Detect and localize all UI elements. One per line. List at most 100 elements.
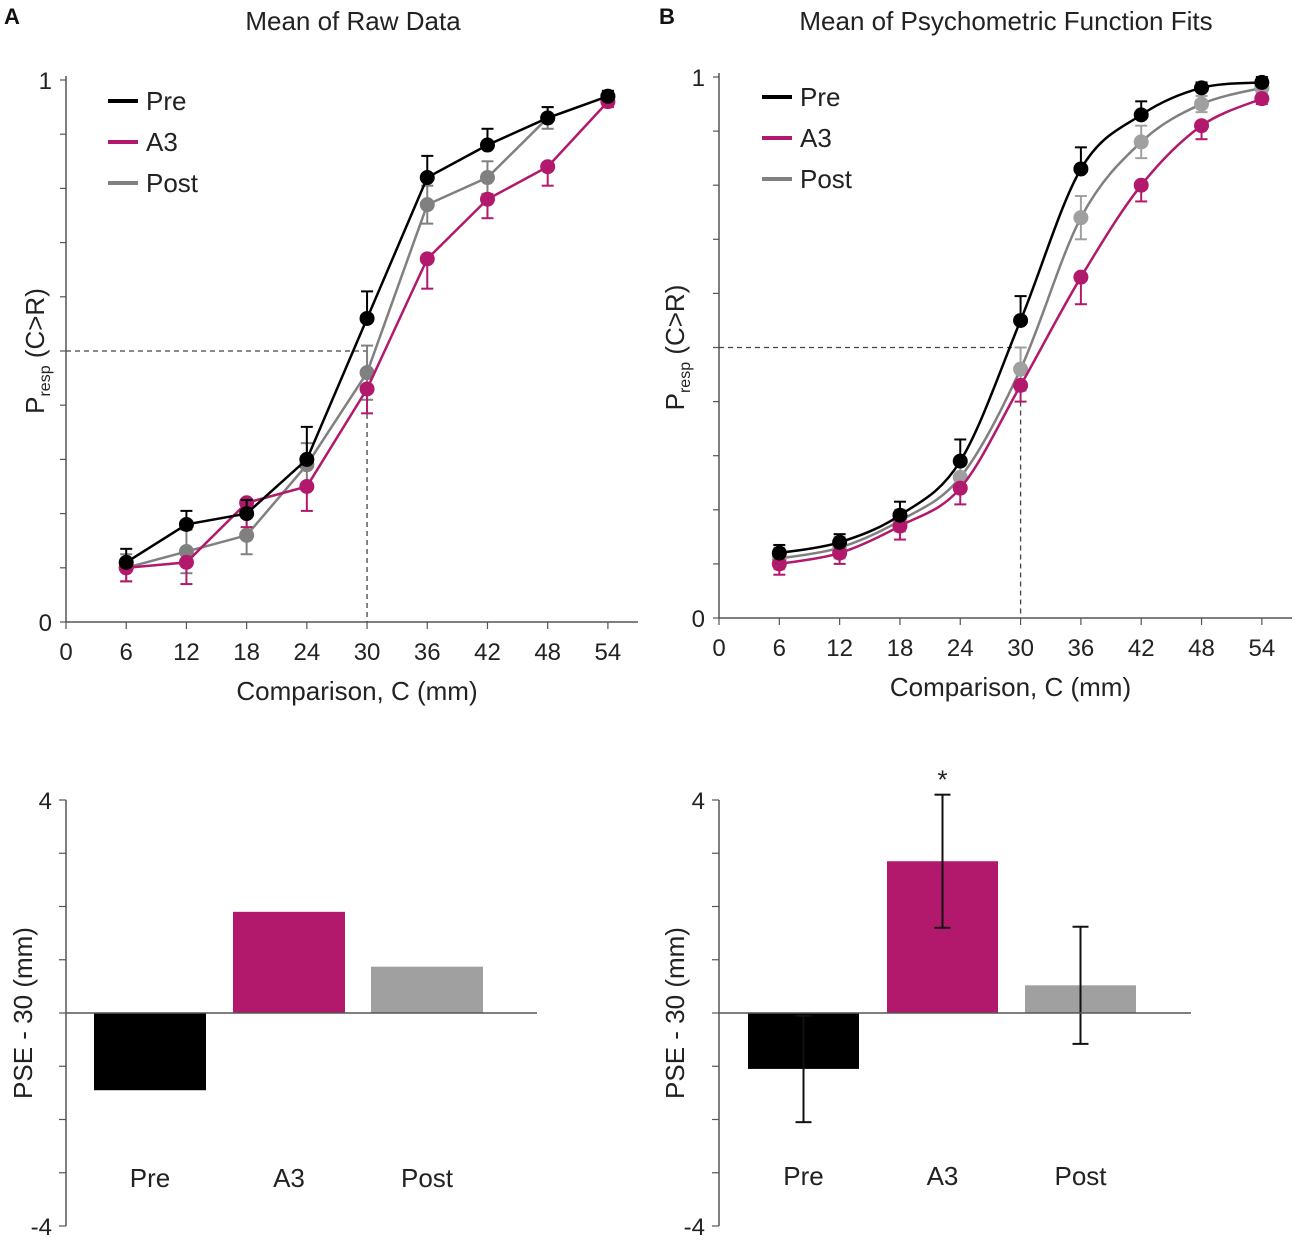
bar-chart-pse-fit: 4 -4 PSE - 30 (mm) Pre A3 * Post xyxy=(660,765,1191,1241)
panel-label: B xyxy=(659,4,675,29)
x-tick-label: 12 xyxy=(826,635,853,662)
x-tick-label: 42 xyxy=(1128,635,1155,662)
data-point-a3 xyxy=(771,556,787,572)
data-point-post xyxy=(1073,210,1089,226)
y-tick-label: 4 xyxy=(39,788,52,815)
category-label-pre: Pre xyxy=(130,1163,170,1193)
y-tick-label: 4 xyxy=(692,788,705,815)
y-tick-label: 0 xyxy=(39,610,52,637)
y-axis-label: PSE - 30 (mm) xyxy=(8,927,38,1099)
data-point-a3 xyxy=(952,480,968,496)
data-point-pre xyxy=(419,170,435,186)
chart-title: Mean of Raw Data xyxy=(245,6,461,36)
x-tick-label: 18 xyxy=(887,635,914,662)
y-tick-label: -4 xyxy=(31,1214,52,1241)
data-point-pre xyxy=(359,310,375,326)
data-point-a3 xyxy=(359,381,375,397)
data-point-pre xyxy=(178,516,194,532)
data-point-post xyxy=(359,365,375,381)
data-point-post xyxy=(419,197,435,213)
legend-label-post: Post xyxy=(800,164,853,194)
data-point-a3 xyxy=(540,159,556,175)
data-point-a3 xyxy=(1254,91,1270,107)
data-point-post xyxy=(479,170,495,186)
series-line-pre xyxy=(125,95,609,564)
x-tick-label: 30 xyxy=(1007,635,1034,662)
y-axis-label-rest: (C>R) xyxy=(20,288,50,365)
y-tick-label: 1 xyxy=(692,65,705,92)
category-label-post: Post xyxy=(401,1163,454,1193)
data-point-a3 xyxy=(1133,177,1149,193)
data-point-pre xyxy=(118,554,134,570)
x-tick-label: 54 xyxy=(1248,635,1275,662)
bar-post xyxy=(371,966,483,1013)
data-point-pre xyxy=(239,506,255,522)
x-tick-label: 48 xyxy=(1188,635,1215,662)
legend-label-a3: A3 xyxy=(146,127,178,157)
data-point-pre xyxy=(1194,80,1210,96)
data-point-a3 xyxy=(419,251,435,267)
bar-chart-pse-raw: 4 -4 PSE - 30 (mm) Pre A3 Post xyxy=(8,788,537,1241)
data-point-pre xyxy=(832,534,848,550)
data-point-post xyxy=(952,469,968,485)
data-point-pre xyxy=(299,451,315,467)
data-point-post xyxy=(178,544,194,560)
y-axis-label-subscript: resp xyxy=(37,365,54,396)
data-point-a3 xyxy=(178,554,194,570)
x-tick-label: 0 xyxy=(712,635,725,662)
data-point-pre xyxy=(1013,312,1029,328)
data-point-a3 xyxy=(1013,377,1029,393)
series-line-a3 xyxy=(779,97,1263,566)
data-point-pre xyxy=(479,137,495,153)
chart-title: Mean of Psychometric Function Fits xyxy=(799,6,1212,36)
category-label-a3: A3 xyxy=(273,1163,305,1193)
category-label-a3: A3 xyxy=(927,1161,959,1191)
data-point-pre xyxy=(1254,74,1270,90)
y-axis-label: PSE - 30 (mm) xyxy=(660,927,690,1099)
x-tick-label: 36 xyxy=(1068,635,1095,662)
bar-a3 xyxy=(233,911,345,1013)
x-tick-label: 6 xyxy=(120,639,133,666)
y-axis-label-rest: (C>R) xyxy=(660,285,690,362)
y-axis-label-subscript: resp xyxy=(677,362,694,393)
data-point-post xyxy=(239,527,255,543)
significance-marker: * xyxy=(937,765,947,795)
y-tick-label: 1 xyxy=(39,68,52,95)
x-tick-label: 24 xyxy=(293,639,320,666)
y-tick-label: -4 xyxy=(684,1214,705,1241)
x-axis-label: Comparison, C (mm) xyxy=(890,672,1131,702)
data-point-pre xyxy=(771,545,787,561)
category-label-pre: Pre xyxy=(783,1161,823,1191)
data-point-a3 xyxy=(832,545,848,561)
x-tick-label: 18 xyxy=(233,639,260,666)
y-axis-label-main: P xyxy=(20,397,50,414)
x-tick-label: 42 xyxy=(474,639,501,666)
legend-label-post: Post xyxy=(146,168,199,198)
y-axis-label: Presp (C>R) xyxy=(20,288,54,414)
data-point-pre xyxy=(952,453,968,469)
data-point-a3 xyxy=(479,191,495,207)
data-point-post xyxy=(1133,134,1149,150)
x-tick-label: 48 xyxy=(534,639,561,666)
panel-label: A xyxy=(4,4,20,29)
data-point-pre xyxy=(540,110,556,126)
legend-label-pre: Pre xyxy=(146,86,186,116)
bar-pre xyxy=(94,1013,206,1091)
x-tick-label: 30 xyxy=(354,639,381,666)
line-chart-psychometric-fits: B Mean of Psychometric Function Fits 0 1 0 6 1… xyxy=(659,4,1292,702)
data-point-post xyxy=(1013,361,1029,377)
data-point-a3 xyxy=(1194,118,1210,134)
category-label-post: Post xyxy=(1054,1161,1107,1191)
data-point-a3 xyxy=(892,518,908,534)
data-point-a3 xyxy=(299,479,315,494)
x-tick-label: 24 xyxy=(947,635,974,662)
x-tick-label: 0 xyxy=(59,639,72,666)
data-point-post xyxy=(1194,96,1210,112)
x-axis-label: Comparison, C (mm) xyxy=(236,676,477,706)
x-tick-label: 12 xyxy=(173,639,200,666)
data-point-pre xyxy=(600,88,616,104)
x-tick-label: 6 xyxy=(773,635,786,662)
legend-label-a3: A3 xyxy=(800,123,832,153)
data-point-pre xyxy=(1133,107,1149,123)
